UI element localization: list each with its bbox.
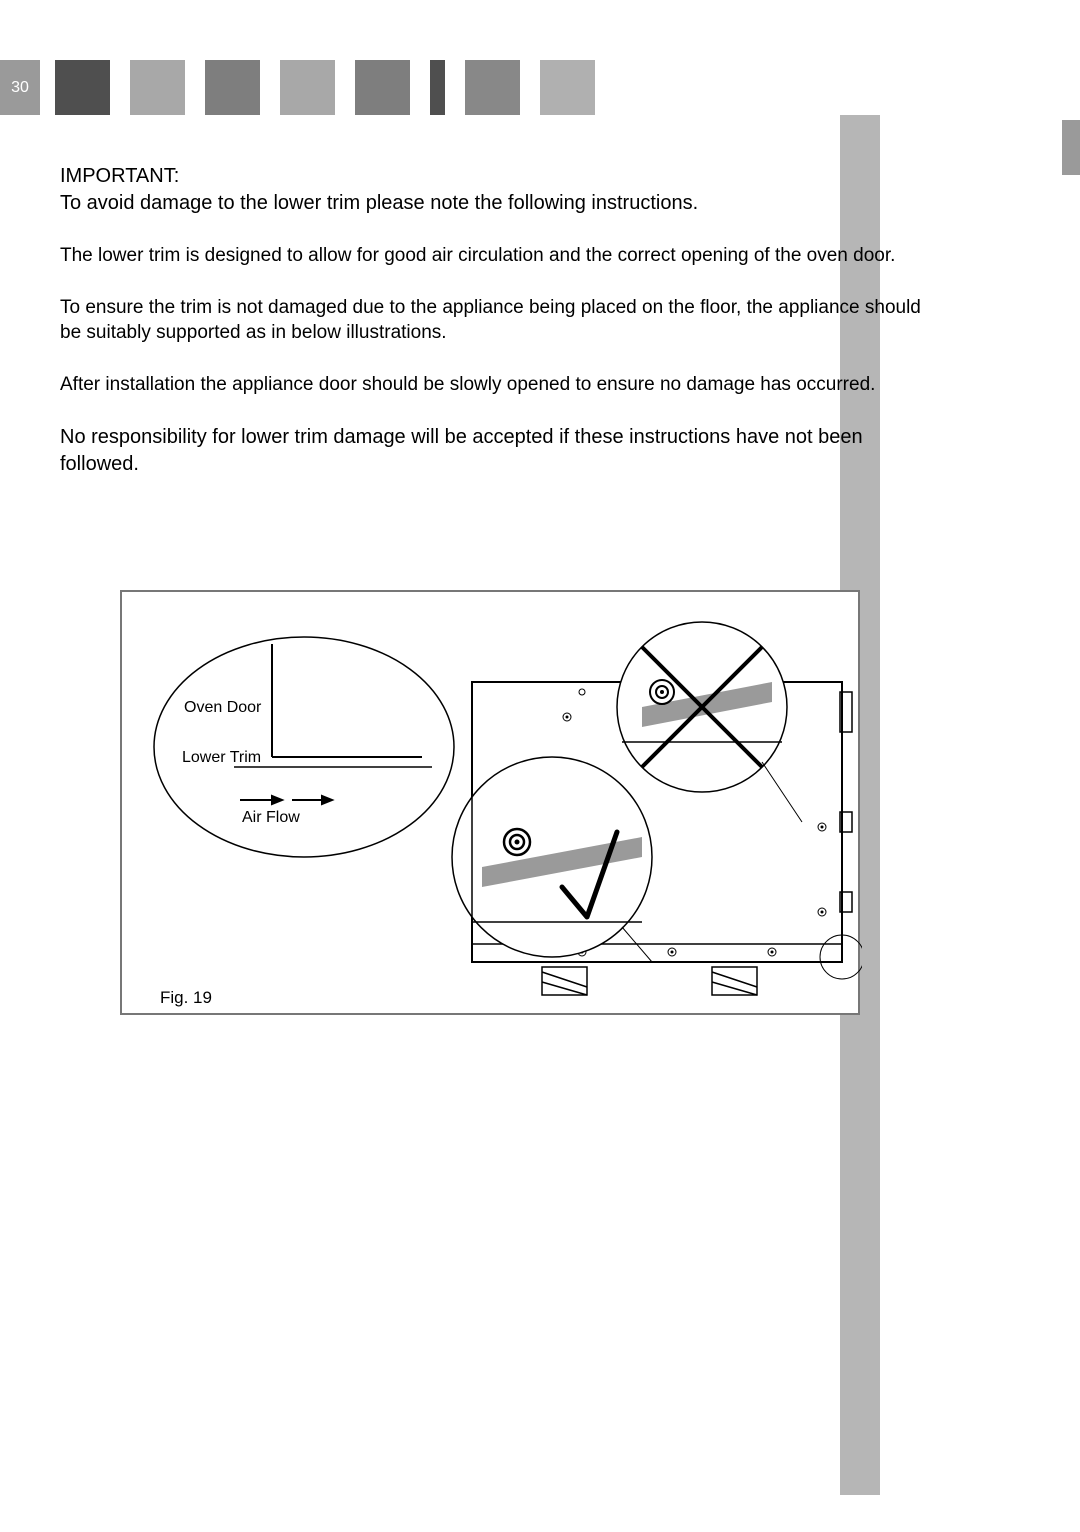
paragraph-2: To ensure the trim is not damaged due to… [60, 295, 940, 346]
important-heading: IMPORTANT: [60, 165, 940, 188]
header-block [280, 60, 335, 115]
label-lower-trim: Lower Trim [182, 749, 261, 766]
header-block [205, 60, 260, 115]
label-air-flow: Air Flow [242, 809, 300, 826]
figure-box: Oven Door Lower Trim Air Flow [120, 590, 860, 1015]
label-oven-door: Oven Door [184, 699, 262, 716]
header-strip: 30 [0, 60, 1080, 115]
paragraph-3: After installation the appliance door sh… [60, 372, 940, 398]
content: IMPORTANT: To avoid damage to the lower … [60, 165, 940, 504]
figure-svg: Oven Door Lower Trim Air Flow [122, 592, 862, 1017]
page-number: 30 [0, 60, 40, 115]
header-block [465, 60, 520, 115]
header-block [130, 60, 185, 115]
paragraph-1: The lower trim is designed to allow for … [60, 243, 940, 269]
header-block [355, 60, 410, 115]
figure-caption: Fig. 19 [160, 988, 212, 1008]
header-block [430, 60, 445, 115]
header-block [540, 60, 595, 115]
header-block [55, 60, 110, 115]
header-right-edge [1062, 120, 1080, 175]
paragraph-4: No responsibility for lower trim damage … [60, 424, 940, 478]
detail-ellipse-left [154, 637, 454, 857]
intro-text: To avoid damage to the lower trim please… [60, 192, 940, 215]
callout-wrong [617, 622, 787, 792]
